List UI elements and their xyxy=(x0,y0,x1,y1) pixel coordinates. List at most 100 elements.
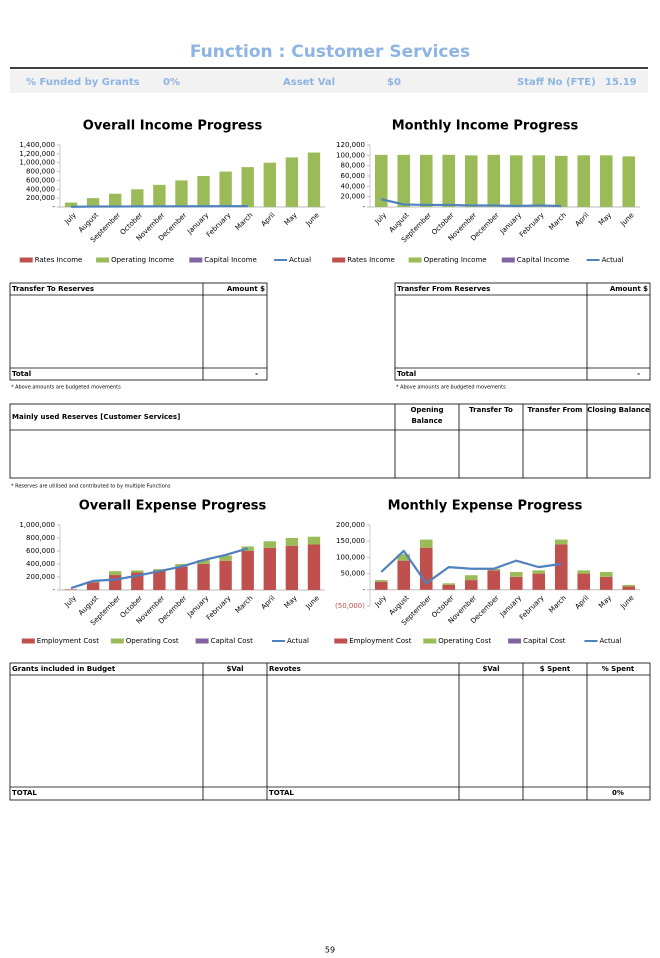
x-tick-label: March xyxy=(547,211,568,232)
table-header: Transfer From xyxy=(527,406,583,414)
total-label: Total xyxy=(397,370,416,378)
legend-label: Capital Income xyxy=(204,256,257,264)
legend-label: Actual xyxy=(289,256,311,264)
legend-label: Capital Income xyxy=(517,256,570,264)
bar xyxy=(577,570,591,574)
bar xyxy=(442,583,456,585)
total-label: TOTAL xyxy=(269,789,294,797)
bar xyxy=(241,167,254,207)
legend-swatch xyxy=(508,638,522,644)
table-header: Transfer To Reserves xyxy=(12,285,94,293)
total-value: - xyxy=(255,370,258,378)
legend-label: Capital Cost xyxy=(523,637,566,645)
x-tick-label: May xyxy=(283,211,299,227)
total-label: Total xyxy=(12,370,31,378)
y-tick-label: 1,000,000 xyxy=(19,521,55,529)
legend-label: Actual xyxy=(600,637,622,645)
field-value: $0 xyxy=(387,77,401,88)
legend-swatch xyxy=(19,257,33,263)
y-tick-label: 200,000 xyxy=(26,194,55,202)
legend-swatch xyxy=(408,257,422,263)
y-tick-label: - xyxy=(362,586,365,594)
x-tick-label: April xyxy=(260,594,277,611)
y-tick-label: 1,400,000 xyxy=(19,141,55,149)
bar xyxy=(509,571,523,577)
x-tick-label: February xyxy=(518,211,546,239)
legend-label: Rates Income xyxy=(347,256,395,264)
bar xyxy=(153,184,166,207)
legend-swatch xyxy=(334,638,348,644)
bar xyxy=(374,580,388,582)
legend-swatch xyxy=(189,257,203,263)
table-header: Transfer To xyxy=(469,406,513,414)
field-label: Staff No (FTE) xyxy=(517,77,596,88)
bar xyxy=(263,547,276,590)
bar xyxy=(263,541,276,548)
y-tick-label: 600,000 xyxy=(26,176,55,184)
bar xyxy=(153,569,166,571)
legend-swatch xyxy=(96,257,110,263)
chart-title: Monthly Income Progress xyxy=(392,119,579,134)
table-header: Amount $ xyxy=(610,285,648,293)
field-label: % Funded by Grants xyxy=(26,77,140,88)
x-tick-label: February xyxy=(205,594,233,622)
bar xyxy=(64,589,78,590)
bar xyxy=(285,545,299,590)
bar xyxy=(487,154,501,207)
y-tick-label: - xyxy=(52,203,55,211)
field-value: 15.19 xyxy=(605,77,637,88)
bar xyxy=(397,560,411,590)
legend-label: Operating Income xyxy=(424,256,487,264)
x-tick-label: April xyxy=(260,211,277,228)
y-tick-label: 200,000 xyxy=(336,521,365,529)
y-tick-label: 120,000 xyxy=(336,141,365,149)
table-header: Opening Balance xyxy=(410,406,444,425)
table-border xyxy=(9,662,651,801)
bar xyxy=(241,551,254,590)
note: * Above amounts are budgeted movements xyxy=(11,385,121,391)
line xyxy=(380,549,562,585)
x-tick-label: February xyxy=(205,211,233,239)
note: * Reserves are utilised and contributed … xyxy=(11,484,171,490)
legend-label: Operating Cost xyxy=(126,637,179,645)
x-tick-label: July xyxy=(63,211,78,226)
bar xyxy=(509,155,523,207)
y-tick-label: 50,000 xyxy=(341,570,366,578)
bar xyxy=(285,538,299,546)
table-header: Closing Balance xyxy=(587,406,650,414)
info-bar xyxy=(10,70,648,93)
bar xyxy=(197,176,210,207)
bar xyxy=(622,586,636,590)
y-tick-label: 100,000 xyxy=(336,151,365,159)
bar xyxy=(219,555,232,561)
x-tick-label: March xyxy=(234,594,255,615)
legend-swatch xyxy=(501,257,515,263)
bar xyxy=(442,584,456,590)
bar xyxy=(153,570,166,590)
x-tick-label: April xyxy=(574,211,591,228)
y-tick-label: 600,000 xyxy=(26,547,55,555)
note: * Above amounts are budgeted movements xyxy=(396,385,506,391)
bar xyxy=(397,554,411,561)
legend-label: Employment Cost xyxy=(37,637,99,645)
total-value: - xyxy=(637,370,640,378)
bar xyxy=(374,154,388,207)
legend-label: Capital Cost xyxy=(211,637,254,645)
bar xyxy=(532,155,546,207)
bar xyxy=(263,162,276,207)
table-header: $Val xyxy=(226,665,243,673)
bar xyxy=(109,193,122,207)
bar xyxy=(86,582,100,590)
bar xyxy=(219,560,232,590)
bar xyxy=(554,544,568,590)
bar xyxy=(622,156,636,207)
y-tick-label: 400,000 xyxy=(26,185,55,193)
line xyxy=(71,205,248,208)
bar xyxy=(307,544,321,590)
y-tick-label: 150,000 xyxy=(336,537,365,545)
table-header: Mainly used Reserves [Customer Services] xyxy=(12,413,180,421)
bar xyxy=(509,576,523,590)
y-tick-label: 800,000 xyxy=(26,168,55,176)
bar xyxy=(109,575,122,590)
